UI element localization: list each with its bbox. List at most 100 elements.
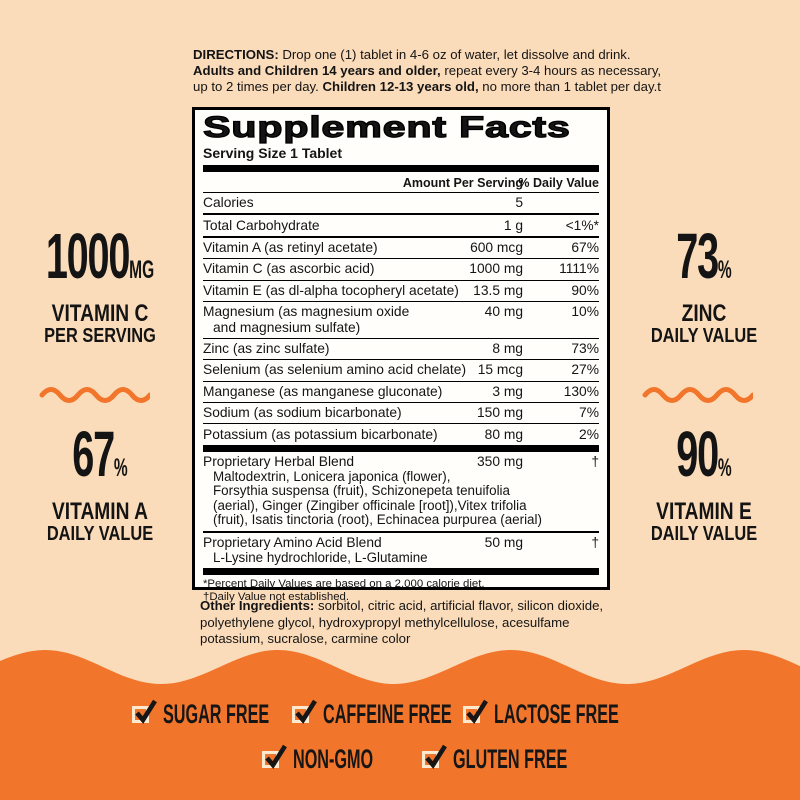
panel-title: Supplement Facts [202,111,571,144]
table-row-vitamin-a: Vitamin A (as retinyl acetate) 600 mcg 67% [203,238,599,260]
callout-unit: % [717,454,732,482]
callout-nutrient: ZINC [681,300,727,327]
row-name: Total Carbohydrate [203,217,320,233]
row-dv: 27% [571,362,599,378]
row-dv: <1%* [565,217,599,233]
row-amount: 40 mg [484,304,523,320]
callout-amount: 73% [649,224,758,299]
checkmark-icon [135,699,157,724]
row-name: Manganese (as manganese gluconate) [203,383,443,399]
callout-amount: 1000MG [45,224,154,299]
row-dv: 67% [571,239,599,255]
col-dv-header: % Daily Value [518,176,599,190]
callout-number: 90 [676,418,719,490]
other-ingredients: Other Ingredients: sorbitol, citric acid… [200,598,618,648]
directions-line-3: up to 2 times per day. Children 12-13 ye… [193,79,661,95]
callout-caption: DAILY VALUE [650,522,758,545]
checkbox-icon [422,744,447,769]
wave-band [0,650,800,800]
table-row-calories: Calories 5 [203,193,599,216]
callout-zinc: 73% ZINC DAILY VALUE [616,224,792,347]
callout-nutrient: VITAMIN C [51,300,149,327]
row-amount: 15 mcg [477,362,523,378]
checkbox-icon [463,699,488,724]
row-amount: 80 mg [484,426,523,442]
blend-ingredients-line: Maltodextrin, Lonicera japonica (flower)… [213,468,451,484]
row-name: Selenium (as selenium amino acid chelate… [203,362,467,378]
table-row-vitamin-c: Vitamin C (as ascorbic acid) 1000 mg 1111% [203,259,599,281]
badge-lactose-free: LACTOSE FREE [463,699,702,729]
footnote-daily-values: *Percent Daily Values are based on a 2,0… [203,578,485,591]
squiggle-divider-icon [642,387,753,403]
badge-label: LACTOSE FREE [494,699,619,729]
table-header: Amount Per Serving % Daily Value [203,172,599,193]
table-row-sodium: Sodium (as sodium bicarbonate) 150 mg 7% [203,403,599,425]
directions-rest: no more than 1 tablet per day.t [478,78,661,94]
table-row-zinc: Zinc (as zinc sulfate) 8 mg 73% [203,339,599,361]
checkbox-icon [262,744,287,769]
directions-bold: DIRECTIONS: [193,47,279,62]
table-row-selenium: Selenium (as selenium amino acid chelate… [203,360,599,382]
table-row-amino-blend: Proprietary Amino Acid Blend 50 mg † L-L… [203,533,599,568]
squiggle-divider-icon [39,387,150,403]
col-amount-header: Amount Per Serving [402,176,523,190]
directions-rest: repeat every 3-4 hours as necessary, [440,62,662,78]
row-name-line2: and magnesium sulfate) [213,319,361,335]
row-dv: 2% [579,426,599,442]
footnotes: *Percent Daily Values are based on a 2,0… [203,575,599,604]
row-amount: 8 mg [492,341,523,357]
row-name: Vitamin A (as retinyl acetate) [203,239,378,255]
table-row-potassium: Potassium (as potassium bicarbonate) 80 m… [203,424,599,444]
serving-size: Serving Size 1 Tablet [203,145,343,161]
callout-unit: % [113,454,128,482]
badge-label: SUGAR FREE [163,699,270,729]
row-dv: 130% [563,383,599,399]
row-name: Sodium (as sodium bicarbonate) [203,405,402,421]
directions-line-1: DIRECTIONS: Drop one (1) tablet in 4-6 o… [193,47,631,63]
footnote-dagger: †Daily Value not established. [203,591,350,604]
other-ingredients-label: Other Ingredients: [200,598,315,613]
callout-caption: DAILY VALUE [46,522,154,545]
callout-caption: DAILY VALUE [650,324,758,347]
row-amount: 50 mg [484,535,523,551]
row-dv: 73% [571,341,599,357]
blend-ingredients-line: (aerial), Ginger (Zingiber officinale [r… [213,497,527,513]
row-amount: 350 mg [476,453,523,469]
other-ingredients-list: sorbitol, citric acid, artificial flavor… [200,598,604,647]
directions-text: DIRECTIONS: Drop one (1) tablet in 4-6 o… [193,47,661,95]
table-row-herbal-blend: Proprietary Herbal Blend 350 mg † Maltod… [203,452,599,533]
divider-thick [203,444,599,452]
row-name: Vitamin E (as dl-alpha tocopheryl acetat… [203,282,459,298]
callout-vitamin-e: 90% VITAMIN E DAILY VALUE [616,422,792,545]
callout-vitamin-c: 1000MG VITAMIN C PER SERVING [12,224,188,346]
row-amount: 600 mcg [470,239,523,255]
row-name: Magnesium (as magnesium oxide [203,304,410,320]
table-row-manganese: Manganese (as manganese gluconate) 3 mg 13… [203,382,599,403]
row-amount: 1000 mg [469,261,523,277]
callout-vitamin-a: 67% VITAMIN A DAILY VALUE [12,422,188,545]
row-dv: 7% [579,405,599,421]
table-row-carbohydrate: Total Carbohydrate 1 g <1%* [203,215,599,238]
table-row-magnesium: Magnesium (as magnesium oxide and magnesi… [203,302,599,339]
checkbox-icon [132,699,157,724]
row-name: Proprietary Amino Acid Blend [203,535,382,551]
row-amount: 5 [515,195,523,211]
badge-sugar-free: SUGAR FREE [132,699,340,729]
row-amount: 1 g [503,217,523,233]
row-name: Vitamin C (as ascorbic acid) [203,261,375,277]
checkbox-icon [292,699,317,724]
row-amount: 13.5 mg [473,282,523,298]
callout-nutrient: VITAMIN E [656,498,752,525]
divider-thick [203,165,599,172]
callout-unit: % [717,256,732,284]
checkmark-icon [295,699,317,724]
badge-gluten-free: GLUTEN FREE [422,744,644,773]
row-dv: † [591,535,599,551]
row-name: Potassium (as potassium bicarbonate) [203,426,438,442]
row-name: Calories [203,195,254,211]
callout-amount: 67% [45,422,154,497]
callout-amount: 90% [649,422,758,497]
supplement-facts-panel: Supplement Facts Serving Size 1 Tablet A… [192,107,610,603]
row-dv: 1111% [559,261,599,277]
callout-number: 73 [676,220,719,292]
